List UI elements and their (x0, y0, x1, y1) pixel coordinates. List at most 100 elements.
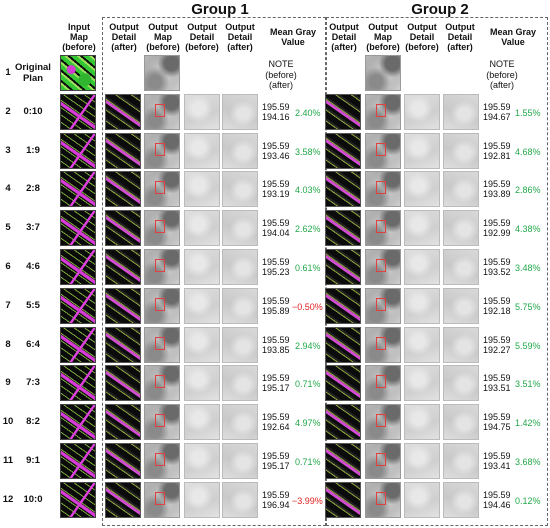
header-g1-output-detail-before: Output Detail (before) (185, 22, 219, 52)
g1-mean-gray-before: 195.59 (262, 257, 290, 267)
input-map-image (60, 404, 96, 441)
g1-output-detail-after-image (105, 287, 141, 324)
g1-mean-gray-before: 195.59 (262, 101, 290, 112)
g1-output-detail-before-image (184, 481, 220, 518)
g2-output-detail-after-gray-image (443, 249, 479, 285)
g1-output-map-image (144, 326, 180, 363)
g1-output-map-image (144, 210, 180, 247)
g1-output-map-image (144, 404, 180, 441)
row-number: 4 (5, 183, 11, 195)
g2-mean-gray-after: 192.99 (483, 228, 511, 239)
g2-mean-gray-before: 195.59 (483, 140, 511, 151)
input-map-image (60, 365, 96, 402)
input-map-image (60, 249, 96, 285)
g1-detail-region-box (155, 220, 165, 234)
note-line: NOTE (268, 59, 294, 69)
g1-percent-change: 4.97% (295, 418, 321, 429)
g1-mean-gray-before: 195.59 (262, 412, 290, 423)
g2-output-map-image (365, 365, 401, 402)
g1-percent-change: 0.71% (295, 379, 321, 390)
g1-mean-gray-after: 193.46 (262, 150, 290, 161)
group-2-title: Group 2 (411, 1, 469, 18)
g1-percent-change: 0.61% (295, 263, 321, 273)
g1-output-detail-after-gray-image (222, 132, 258, 169)
g1-output-detail-after-gray-image (222, 443, 258, 479)
row-number: 5 (5, 222, 11, 234)
row-number: 11 (2, 455, 14, 466)
g2-output-detail-after-image (325, 326, 361, 363)
g2-percent-change: 1.55% (515, 107, 541, 118)
g2-percent-change: 3.68% (515, 457, 541, 467)
g2-output-detail-before-image (404, 287, 440, 324)
g2-percent-change: 0.12% (515, 495, 541, 506)
g2-percent-change: 1.42% (515, 418, 541, 429)
row-number: 10 (2, 416, 14, 428)
g2-mean-gray-before: 195.59 (483, 295, 511, 306)
g1-mean-gray-before: 195.59 (262, 218, 290, 229)
g1-percent-change: −0.50% (292, 301, 323, 312)
g2-output-detail-before-image (404, 365, 440, 402)
input-map-image (60, 55, 96, 91)
g2-mean-gray-after: 192.18 (483, 305, 511, 316)
g1-mean-gray-after: 194.16 (262, 111, 290, 122)
header-g2-output-detail-after-2: Output Detail (after) (445, 22, 475, 52)
g1-output-detail-before-image (184, 404, 220, 441)
g1-output-map-image (144, 287, 180, 324)
input-map-image (60, 287, 96, 324)
g2-output-map-image (365, 249, 401, 285)
g1-output-detail-after-gray-image (222, 326, 258, 363)
header-g2-mean-gray: Mean Gray Value (489, 27, 537, 47)
g2-output-detail-after-image (325, 481, 361, 518)
g2-output-detail-after-image (325, 443, 361, 479)
g1-output-detail-after-gray-image (222, 210, 258, 247)
g2-output-detail-after-gray-image (443, 404, 479, 441)
g1-output-detail-after-image (105, 443, 141, 479)
row-ratio-label: 9:1 (26, 455, 40, 466)
g2-mean-gray-after: 194.75 (483, 422, 511, 433)
g2-output-map-image (365, 171, 401, 208)
g1-output-detail-before-image (184, 249, 220, 285)
g2-percent-change: 3.48% (515, 263, 541, 273)
g2-mean-gray-after: 192.81 (483, 150, 511, 161)
g1-mean-gray-before: 195.59 (262, 373, 290, 384)
g2-detail-region-box (376, 181, 386, 195)
note-line: (before) (265, 69, 297, 80)
g1-detail-region-box (155, 491, 165, 505)
row-number: 1 (5, 67, 11, 78)
g1-mean-gray-after: 194.04 (262, 228, 290, 239)
g2-mean-gray-after: 193.52 (483, 267, 511, 277)
g1-mean-gray-after: 196.94 (262, 499, 290, 510)
row-number: 2 (5, 105, 11, 117)
header-g1-output-map-before: Output Map (before) (146, 22, 180, 52)
g1-output-detail-after-gray-image (222, 93, 258, 130)
g1-output-map-image (144, 171, 180, 208)
g1-percent-change: 0.71% (295, 457, 321, 467)
g2-output-map-image (365, 287, 401, 324)
g2-mean-gray-before: 195.59 (483, 101, 511, 112)
g1-output-map-image (144, 55, 180, 91)
g2-output-detail-after-gray-image (443, 443, 479, 479)
g1-output-detail-before-image (184, 365, 220, 402)
g2-mean-gray-before: 195.59 (483, 451, 511, 461)
g1-percent-change: 2.40% (295, 107, 321, 118)
g2-note-legend: NOTE (before) (after) (484, 59, 520, 91)
row-ratio-label: 7:3 (26, 377, 40, 389)
row-ratio-label: 4:6 (26, 261, 40, 272)
g1-note-legend: NOTE (before) (after) (263, 59, 299, 91)
g1-output-detail-after-gray-image (222, 404, 258, 441)
g2-output-detail-before-image (404, 481, 440, 518)
g2-output-map-image (365, 481, 401, 518)
g1-output-detail-after-gray-image (222, 481, 258, 518)
row-number: 8 (5, 338, 11, 350)
input-map-image (60, 326, 96, 363)
header-g2-output-detail-before: Output Detail (before) (405, 22, 439, 52)
g2-output-map-image (365, 93, 401, 130)
g2-detail-region-box (376, 336, 386, 350)
g2-detail-region-box (376, 259, 386, 272)
g2-output-detail-before-image (404, 404, 440, 441)
g1-detail-region-box (155, 414, 165, 428)
g2-output-detail-before-image (404, 93, 440, 130)
group-1-title: Group 1 (191, 1, 249, 18)
g1-mean-gray-after: 192.64 (262, 422, 290, 433)
